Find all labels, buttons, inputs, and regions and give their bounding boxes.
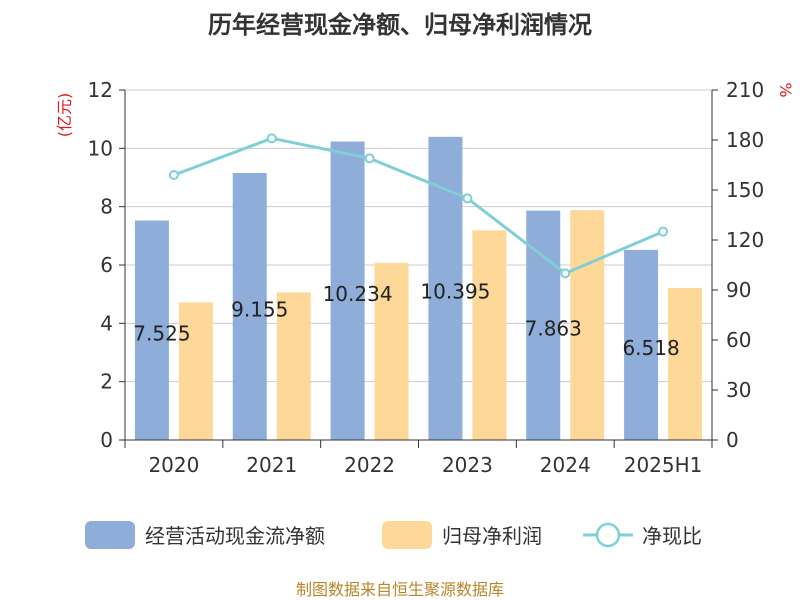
bar-profit: [276, 292, 311, 440]
right-tick-label: 120: [726, 228, 764, 252]
right-unit-label: %: [776, 82, 795, 97]
bar-ocf: [428, 136, 463, 440]
bar-profit: [668, 288, 703, 440]
legend-label-profit: 归母净利润: [442, 524, 542, 548]
bar-ocf: [232, 172, 267, 440]
right-tick-label: 30: [726, 378, 751, 402]
left-tick-label: 2: [100, 370, 113, 394]
right-tick-label: 210: [726, 78, 764, 102]
ratio-point: [364, 153, 375, 164]
ratio-point: [658, 226, 669, 237]
ratio-point: [266, 133, 277, 144]
bar-profit: [374, 262, 409, 440]
bar-ocf: [624, 249, 659, 440]
x-tick-label: 2022: [344, 453, 395, 477]
bars: [134, 136, 703, 440]
right-tick-label: 150: [726, 178, 764, 202]
data-label-ocf: 7.525: [133, 321, 190, 345]
right-tick-label: 0: [726, 428, 739, 452]
x-tick-label: 2025H1: [624, 453, 703, 477]
x-tick-label: 2020: [148, 453, 199, 477]
ratio-line: [168, 133, 669, 279]
x-tick-label: 2021: [246, 453, 297, 477]
ratio-point: [560, 268, 571, 279]
ratio-polyline: [173, 136, 664, 276]
left-tick-label: 8: [100, 195, 113, 219]
left-tick-label: 10: [88, 136, 113, 160]
bar-profit: [472, 230, 507, 440]
legend-swatch-profit: [382, 521, 432, 549]
left-tick-label: 4: [100, 311, 113, 335]
ratio-point: [462, 193, 473, 204]
bar-ocf: [134, 220, 169, 440]
legend-swatch-ocf: [85, 521, 135, 549]
left-tick-label: 6: [100, 253, 113, 277]
source-note: 制图数据来自恒生聚源数据库: [296, 580, 504, 599]
right-tick-label: 180: [726, 128, 764, 152]
legend-swatch-ratio-marker: [595, 522, 621, 548]
data-label-ocf: 6.518: [622, 336, 679, 360]
chart-title: 历年经营现金净额、归母净利润情况: [208, 11, 592, 39]
bar-profit: [178, 302, 213, 440]
legend-label-ratio: 净现比: [642, 524, 702, 548]
data-label-ocf: 10.234: [323, 282, 393, 306]
ratio-point: [168, 170, 179, 180]
bar-profit: [570, 210, 605, 440]
bar-ocf: [330, 141, 365, 440]
x-tick-label: 2023: [442, 453, 493, 477]
grid: [125, 89, 712, 383]
right-tick-label: 90: [726, 278, 751, 302]
data-label-ocf: 10.395: [420, 279, 490, 303]
data-label-ocf: 7.863: [525, 316, 582, 340]
legend-label-ocf: 经营活动现金流净额: [145, 524, 325, 548]
data-label-ocf: 9.155: [231, 297, 288, 321]
left-tick-label: 12: [88, 78, 113, 102]
legend: 经营活动现金流净额 归母净利润 净现比: [85, 521, 702, 549]
x-tick-label: 2024: [540, 453, 591, 477]
right-tick-label: 60: [726, 328, 751, 352]
data-labels: 7.525 9.155 10.234 10.395 7.863 6.518: [133, 279, 679, 360]
left-tick-label: 0: [100, 428, 113, 452]
left-unit-label: (亿元): [55, 93, 74, 138]
